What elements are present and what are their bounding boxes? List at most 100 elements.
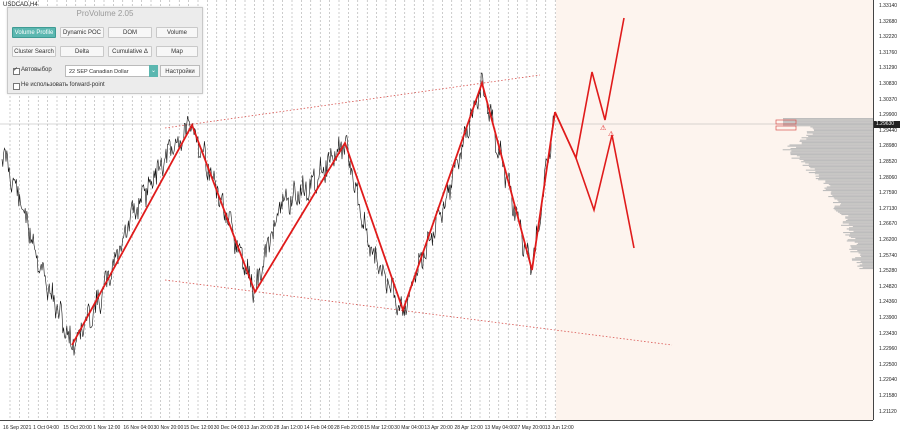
volume-profile-bar [850,245,873,247]
cumulative-delta-button[interactable]: Cumulative Δ [108,46,152,57]
volume-profile-bar [796,155,873,157]
volume-profile-bar [790,152,873,154]
volume-profile-bar [813,128,873,130]
price-axis[interactable]: 1.33140 1.32680 1.32220 1.31760 1.31290 1.308… [873,0,900,420]
dom-button[interactable]: DOM [108,27,152,38]
delta-button[interactable]: Delta [60,46,104,57]
volume-profile-bar [851,247,873,249]
alert-icon: ⚠ [600,124,606,132]
time-tick-label: 15 Mar 12:00 [364,425,394,431]
time-tick-label: 13 Apr 20:00 [424,425,453,431]
volume-profile-bar [813,130,873,132]
volume-profile-bar [854,241,873,243]
volume-profile-bar [841,203,873,205]
volume-profile-bar [814,168,873,170]
volume-profile-bar [856,244,873,246]
volume-profile-bar [802,164,873,166]
time-tick-label: 28 Jan 12:00 [273,425,303,431]
forward-point-label: Не использовать forward-point [21,82,105,88]
time-tick-label: 15 Oct 20:00 [63,425,92,431]
volume-profile-bar [796,146,873,148]
volume-profile-bar [837,199,873,201]
volume-profile-bar [808,163,873,165]
volume-profile-bar [857,250,873,252]
volume-profile-bar [783,122,873,124]
volume-profile-bar [801,161,873,163]
volume-profile-bar [791,150,873,152]
volume-profile-bar [806,134,873,136]
volume-profile-bar [830,185,873,187]
auto-select-checkbox[interactable] [13,66,20,75]
cluster-search-button[interactable]: Cluster Search [12,46,56,57]
volume-profile-bar [819,176,873,178]
price-chart[interactable]: ⚠⚠ [0,0,873,420]
volume-profile-bar [859,264,873,266]
volume-profile-bar [846,228,873,230]
volume-profile-bar [801,137,873,139]
dynamic-poc-button[interactable]: Dynamic POC [60,27,104,38]
forward-point-checkbox[interactable] [13,83,20,90]
volume-profile-bar [849,235,873,237]
volume-profile-bar [823,182,873,184]
volume-profile-bar [783,125,873,127]
time-tick-label: 30 Nov 20:00 [153,425,184,431]
volume-profile-bar [855,238,873,240]
volume-profile-bar [857,242,873,244]
volume-profile-bar [852,226,873,228]
volume-profile-bar [858,252,873,254]
time-tick-label: 14 Feb 04:00 [304,425,334,431]
price-tick-label: 1.33140 [879,3,898,9]
volume-profile-bar [815,178,873,180]
volume-profile-bar [862,263,873,265]
volume-profile-bar [850,236,873,238]
time-tick-label: 27 May 20:00 [514,425,545,431]
volume-profile-bar [842,222,873,224]
volume-profile-bar [800,139,873,141]
time-tick-label: 13 May 04:00 [484,425,515,431]
volume-profile-button[interactable]: Volume Profile [12,27,56,38]
volume-profile-bar [825,181,873,183]
volume-profile-bar [837,211,873,213]
volume-profile-bar [824,187,873,189]
price-tick-label: 1.24360 [879,299,898,306]
volume-profile-bar [848,223,873,225]
contract-select[interactable]: 22 SEP Canadian Dollar [65,65,150,77]
volume-profile-bar [833,197,873,199]
price-tick-label: 1.21120 [879,408,897,415]
volume-profile-bar [801,142,873,144]
price-tick-label: 1.31290 [879,65,898,72]
price-tick-label: 1.32220 [879,34,898,41]
price-tick-label: 1.30370 [879,96,898,103]
volume-profile-bar [825,180,873,182]
time-tick-label: 28 Feb 20:00 [334,425,364,431]
volume-profile-bar [833,208,873,210]
price-tick-label: 1.27130 [879,205,898,212]
volume-profile-bar [814,173,873,175]
price-tick-label: 1.28060 [879,174,898,181]
volume-profile-bar [850,251,873,253]
map-button[interactable]: Map [156,46,198,57]
volume-profile-bar [843,232,873,234]
volume-profile-bar [812,133,873,135]
volume-profile-bar [791,157,873,159]
volume-profile-bar [842,221,873,223]
volume-profile-bar [808,136,873,138]
volume-profile-bar [808,166,873,168]
volume-profile-bar [807,132,873,134]
volume-profile-bar [834,205,873,207]
volume-profile-bar [789,144,873,146]
volume-profile-bar [815,170,873,172]
price-tick-label: 1.28520 [879,159,898,165]
settings-button[interactable]: Настройки [160,65,200,77]
volume-profile-bar [849,248,873,250]
price-tick-label: 1.21580 [879,393,898,399]
volume-profile-bar [812,127,873,129]
volume-profile-bar [834,209,873,211]
chevron-down-icon[interactable]: ⌄ [149,65,158,77]
volume-profile-bar [840,204,873,206]
volume-button[interactable]: Volume [156,27,198,38]
time-axis[interactable]: 16 Sep 2021 1 Oct 04:00 15 Oct 20:00 1 Nov … [0,420,873,435]
price-tick-label: 1.32680 [879,18,898,25]
price-tick-label: 1.24820 [879,283,898,290]
